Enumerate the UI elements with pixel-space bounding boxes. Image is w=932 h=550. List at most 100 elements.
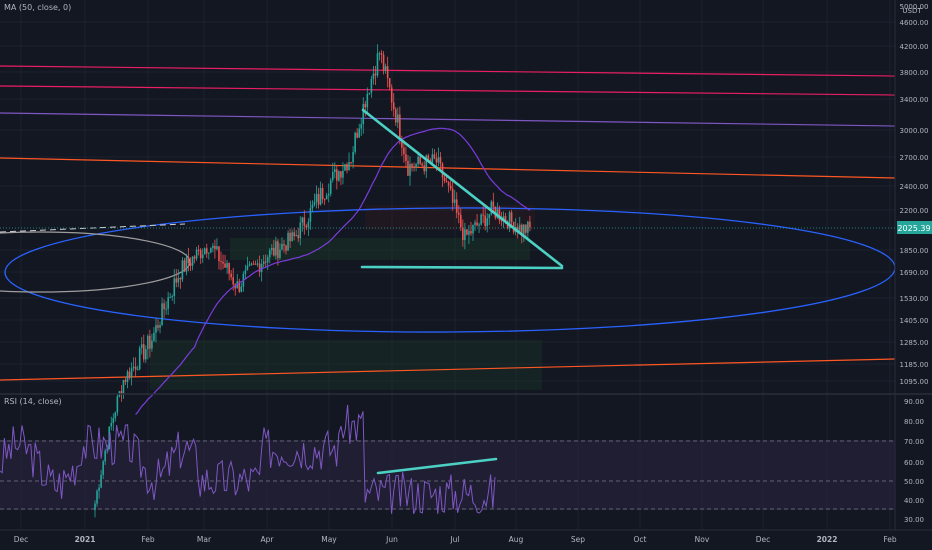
dashed-line[interactable] xyxy=(0,223,186,233)
candle-body xyxy=(244,269,247,274)
candle-body xyxy=(415,164,417,168)
candle-body xyxy=(518,224,521,233)
candle-body xyxy=(321,187,324,200)
price-axis: 5000.00 4600.00 4200.00 3800.00 3400.00 3000.… xyxy=(900,3,929,386)
candle-body xyxy=(299,222,302,239)
candle-body xyxy=(303,217,306,226)
horizontal-line-orange-bottom[interactable] xyxy=(0,358,896,381)
candle-body xyxy=(372,73,375,79)
candle-body xyxy=(181,260,184,280)
candle-body xyxy=(354,132,356,152)
candle-body xyxy=(232,277,234,285)
rsi-divergence-line[interactable] xyxy=(376,457,498,475)
candle-body xyxy=(128,371,131,378)
drawn-lines[interactable] xyxy=(0,65,896,381)
price-tick-label: 2200.00 xyxy=(900,207,929,215)
candle-body xyxy=(480,214,482,225)
descending-trendline[interactable] xyxy=(361,108,564,268)
candle-body xyxy=(246,265,249,270)
candle-body xyxy=(309,208,312,222)
candle-body xyxy=(360,124,363,129)
candle-body xyxy=(394,109,397,123)
candle-body xyxy=(210,248,212,253)
candle-body xyxy=(199,249,202,259)
candle-body xyxy=(382,54,385,71)
candle-body xyxy=(94,503,96,511)
candle-body xyxy=(291,232,293,242)
price-tick-label: 1285.00 xyxy=(900,339,929,347)
candle-body xyxy=(344,164,346,171)
candle-body xyxy=(205,248,208,254)
candle-body xyxy=(323,199,326,201)
grey-ellipse[interactable] xyxy=(0,231,191,293)
candle-body xyxy=(163,303,165,310)
candle-body xyxy=(439,157,442,164)
horizontal-line-pink-2[interactable] xyxy=(0,85,896,96)
candle-body xyxy=(226,263,228,268)
candle-body xyxy=(130,368,133,378)
candle-body xyxy=(203,248,206,255)
candle-body xyxy=(167,297,169,309)
candle-body xyxy=(289,232,291,242)
candle-body xyxy=(258,263,261,272)
triangle-pattern[interactable] xyxy=(360,108,564,270)
candle-body xyxy=(293,232,295,237)
candle-body xyxy=(120,391,123,395)
horizontal-line-purple[interactable] xyxy=(0,112,896,127)
candle-body xyxy=(136,369,139,371)
candle-body xyxy=(453,199,456,203)
candle-body xyxy=(177,278,180,283)
time-tick-label: Nov xyxy=(695,535,710,544)
candle-body xyxy=(248,264,251,266)
candle-body xyxy=(492,201,495,207)
candle-body xyxy=(508,212,511,229)
candle-body xyxy=(305,225,308,228)
candle-body xyxy=(185,257,188,272)
price-tick-label: 1850.00 xyxy=(900,247,929,255)
price-tick-label: 4200.00 xyxy=(900,43,929,51)
candle-body xyxy=(175,278,178,283)
candle-body xyxy=(356,132,358,138)
candle-body xyxy=(252,263,255,265)
candle-body xyxy=(462,227,464,240)
candle-body xyxy=(301,217,304,223)
candle-body xyxy=(327,193,330,196)
candle-body xyxy=(295,235,297,237)
rsi-tick-label: 80.00 xyxy=(904,418,924,426)
candle-body xyxy=(435,158,438,163)
rsi-tick-label: 60.00 xyxy=(904,459,924,467)
candle-body xyxy=(368,92,371,94)
candle-body xyxy=(313,202,316,205)
candle-body xyxy=(376,53,379,76)
candle-body xyxy=(516,226,519,233)
candle-body xyxy=(384,66,387,71)
rsi-tick-label: 30.00 xyxy=(904,516,924,524)
support-line[interactable] xyxy=(360,265,564,270)
price-tick-label: 1530.00 xyxy=(900,295,929,303)
candle-body xyxy=(447,182,450,186)
candle-body xyxy=(346,164,348,171)
candle-body xyxy=(183,260,186,272)
candle-body xyxy=(140,344,143,348)
candle-body xyxy=(336,169,338,181)
candle-body xyxy=(386,66,389,79)
candle-body xyxy=(470,230,472,234)
candle-body xyxy=(464,229,466,240)
candle-body xyxy=(153,332,155,341)
candle-body xyxy=(449,185,452,189)
candle-body xyxy=(510,212,513,222)
horizontal-line-orange[interactable] xyxy=(0,157,896,179)
candle-body xyxy=(352,151,354,163)
candle-body xyxy=(157,325,159,328)
candle-body xyxy=(317,194,320,205)
candle-body xyxy=(488,214,491,219)
time-tick-label: Dec xyxy=(14,535,29,544)
price-tick-label: 3000.00 xyxy=(900,127,929,135)
horizontal-line-pink-top[interactable] xyxy=(0,65,896,77)
candle-body xyxy=(441,163,444,178)
time-tick-label: Oct xyxy=(634,535,647,544)
rsi-line xyxy=(0,404,496,515)
candle-body xyxy=(504,216,507,222)
candle-body xyxy=(315,194,318,203)
